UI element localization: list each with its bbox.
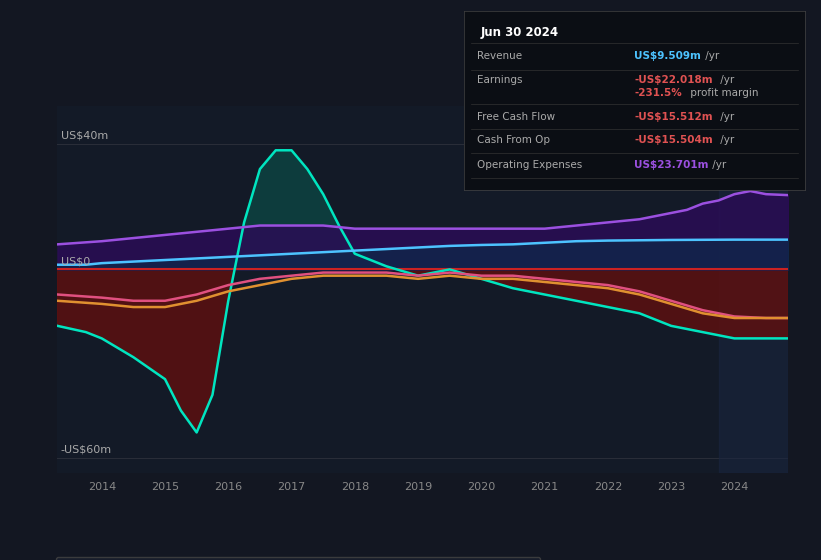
Text: -US$15.504m: -US$15.504m xyxy=(635,135,713,145)
Text: US$0: US$0 xyxy=(61,256,89,267)
Text: Cash From Op: Cash From Op xyxy=(478,135,551,145)
Text: US$23.701m: US$23.701m xyxy=(635,160,709,170)
Bar xyxy=(718,106,788,473)
Text: 2023: 2023 xyxy=(657,482,686,492)
Text: Operating Expenses: Operating Expenses xyxy=(478,160,583,170)
Text: Jun 30 2024: Jun 30 2024 xyxy=(481,26,559,39)
Text: 2014: 2014 xyxy=(88,482,116,492)
Text: -US$22.018m: -US$22.018m xyxy=(635,75,713,85)
Text: Earnings: Earnings xyxy=(478,75,523,85)
Text: 2016: 2016 xyxy=(214,482,242,492)
Text: /yr: /yr xyxy=(709,160,727,170)
Text: US$40m: US$40m xyxy=(61,131,108,141)
Text: 2019: 2019 xyxy=(404,482,432,492)
Text: 2018: 2018 xyxy=(341,482,369,492)
Text: -231.5%: -231.5% xyxy=(635,88,682,98)
Text: profit margin: profit margin xyxy=(686,88,758,98)
Text: /yr: /yr xyxy=(717,112,734,122)
Text: -US$15.512m: -US$15.512m xyxy=(635,112,713,122)
Text: /yr: /yr xyxy=(717,135,734,145)
Text: 2024: 2024 xyxy=(720,482,749,492)
Text: Revenue: Revenue xyxy=(478,51,523,61)
Legend: Revenue, Earnings, Free Cash Flow, Cash From Op, Operating Expenses: Revenue, Earnings, Free Cash Flow, Cash … xyxy=(56,557,540,560)
Text: /yr: /yr xyxy=(717,75,734,85)
Text: 2017: 2017 xyxy=(277,482,305,492)
Text: 2022: 2022 xyxy=(594,482,622,492)
Text: -US$60m: -US$60m xyxy=(61,445,112,454)
Text: 2015: 2015 xyxy=(151,482,179,492)
Text: US$9.509m: US$9.509m xyxy=(635,51,701,61)
Text: 2021: 2021 xyxy=(530,482,559,492)
Text: /yr: /yr xyxy=(702,51,719,61)
Text: Free Cash Flow: Free Cash Flow xyxy=(478,112,556,122)
Text: 2020: 2020 xyxy=(467,482,495,492)
